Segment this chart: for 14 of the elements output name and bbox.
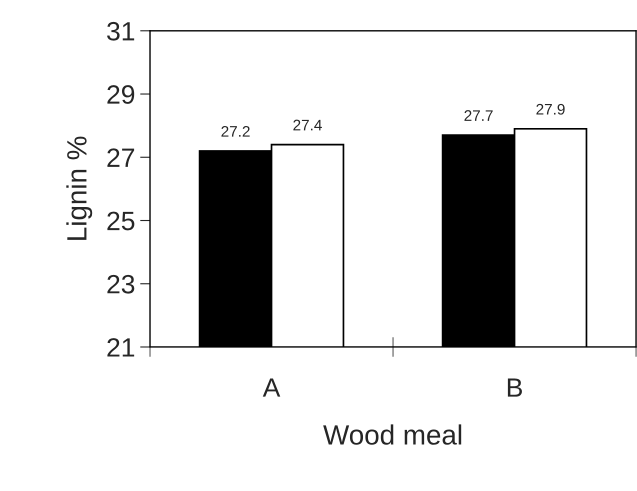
- x-axis-title: Wood meal: [323, 424, 462, 445]
- x-tick-label: A: [262, 378, 280, 397]
- y-tick-label: 31: [107, 22, 134, 41]
- y-tick-label: 23: [107, 274, 134, 294]
- y-tick-label: 25: [107, 212, 134, 230]
- data-label: 27.4: [293, 120, 322, 130]
- x-tick-label: B: [508, 378, 522, 397]
- y-axis-title: Lignin %: [66, 136, 92, 240]
- data-label: 27.7: [464, 110, 493, 121]
- y-tick-label: 29: [107, 85, 134, 104]
- y-tick-label: 27: [107, 148, 134, 167]
- data-label: 27.9: [536, 104, 565, 115]
- data-label: 27.2: [221, 126, 250, 137]
- y-tick-label: 21: [107, 338, 134, 357]
